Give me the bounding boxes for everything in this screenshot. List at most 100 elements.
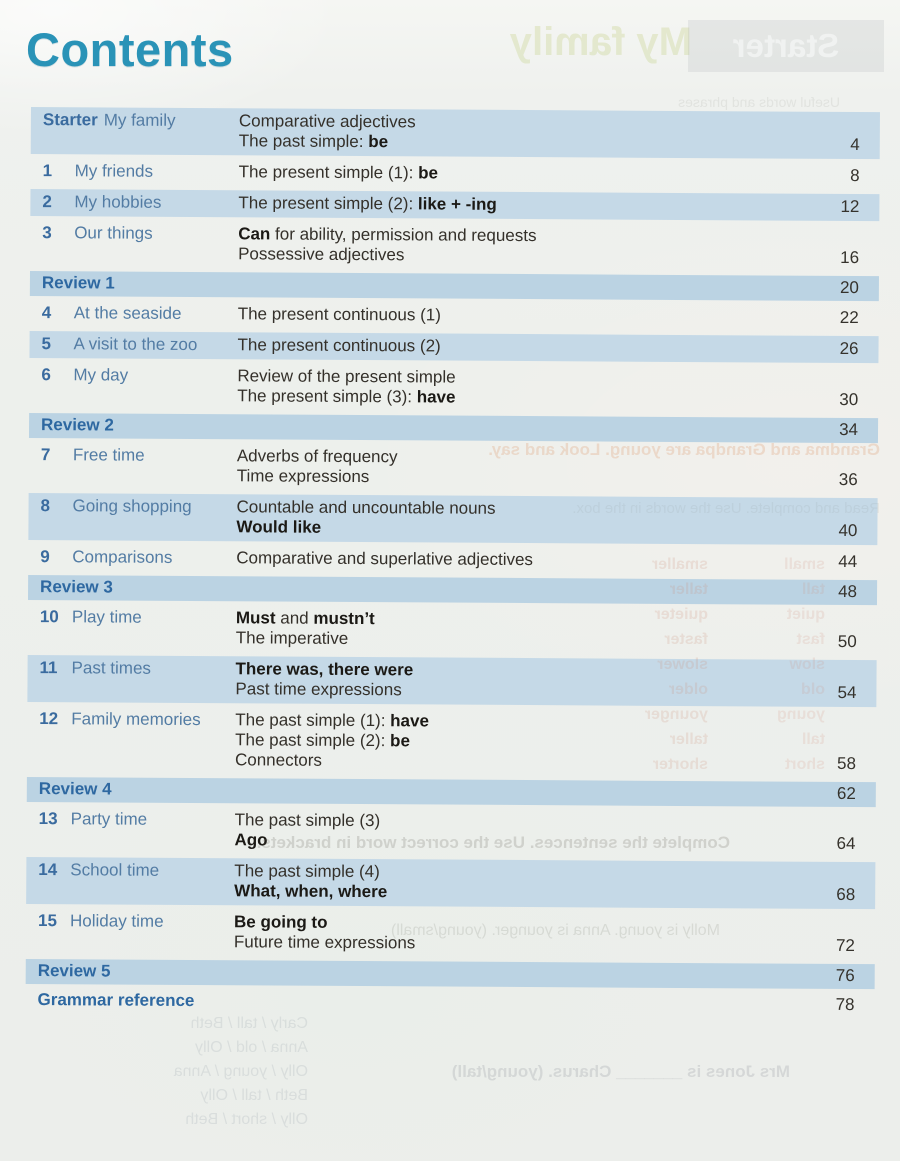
grammar-topics: Review of the present simple The present … (237, 366, 824, 410)
grammar-topic-line: The present continuous (1) (237, 304, 441, 325)
page-number: 62 (836, 783, 856, 804)
unit-number: 15 (37, 911, 58, 931)
page-number: 22 (839, 307, 859, 328)
unit-title: Going shopping (72, 496, 192, 516)
grammar-topic-line: Possessive adjectives (238, 244, 405, 265)
grammar-topics: Be going to Future time expressions (234, 912, 821, 956)
toc-review-row: Review 1 20 (29, 270, 879, 302)
unit-title: Comparisons (72, 547, 173, 567)
row-label: 1 My friends (43, 161, 239, 182)
toc-unit-row: Starter My family Comparative adjectives Th… (30, 107, 880, 160)
toc-review-row: Review 4 62 (26, 776, 876, 808)
grammar-topic-line: The present continuous (2) (237, 335, 441, 356)
grammar-topic-line: Would like (236, 517, 322, 537)
bleed-through-text: Useful words and phrases (678, 94, 840, 110)
grammar-topics: There was, there were Past time expressio… (235, 659, 822, 703)
row-label: Review 3 (40, 577, 236, 598)
unit-number: 3 (42, 223, 52, 243)
page-number: 64 (836, 833, 856, 854)
row-label: 13 Party time (39, 809, 235, 830)
grammar-topics: The present continuous (2) (237, 335, 824, 359)
grammar-topics: Adverbs of frequency Time expressions (237, 446, 824, 490)
grammar-topics: The present simple (2): like + -ing (238, 193, 825, 217)
row-label: 11 Past times (40, 658, 236, 679)
row-label: Review 5 (38, 961, 234, 982)
grammar-topics (235, 780, 822, 784)
row-label: Review 4 (39, 779, 235, 800)
row-label: 4 At the seaside (42, 303, 238, 324)
page-number: 68 (836, 884, 856, 905)
row-label: 14 School time (38, 860, 234, 881)
contents-table: Starter My family Comparative adjectives Th… (25, 107, 880, 1022)
grammar-topics: Must and mustn’t The imperative (236, 608, 823, 652)
page-number: 48 (838, 581, 858, 602)
unit-number: 14 (38, 860, 58, 880)
row-label: 5 A visit to the zoo (41, 334, 237, 355)
bleed-through-text: Starter (688, 20, 884, 72)
unit-title: A visit to the zoo (73, 334, 198, 355)
toc-unit-row: 10 Play time Must and mustn’t The imperativ… (28, 604, 877, 656)
unit-title: Free time (72, 445, 145, 465)
grammar-topics (237, 416, 824, 420)
unit-number: 6 (41, 365, 51, 385)
page-number: 54 (837, 682, 857, 703)
grammar-topic-line: The past simple (3) (234, 810, 381, 831)
toc-unit-row: 2 My hobbies The present simple (2): like … (30, 188, 880, 222)
toc-unit-row: 11 Past times There was, there were Past ti… (27, 654, 877, 708)
row-label: Starter My family (43, 110, 239, 131)
unit-title: My friends (74, 161, 154, 181)
grammar-topics: The present continuous (1) (238, 304, 825, 328)
unit-number: 1 (42, 161, 53, 181)
grammar-topic-line: The past simple (2): be (235, 730, 410, 751)
unit-number: 11 (39, 658, 58, 678)
grammar-topic-line: Countable and uncountable nouns (236, 497, 496, 518)
unit-number: 7 (40, 445, 51, 465)
page-number: 8 (850, 166, 860, 186)
row-label: Review 1 (42, 273, 238, 294)
unit-number: 9 (40, 547, 50, 567)
toc-reference-row: Grammar reference 78 (25, 988, 874, 1018)
grammar-topic-line: The past simple: be (238, 131, 389, 152)
grammar-topic-line: The present simple (3): have (237, 386, 456, 407)
unit-number: 10 (39, 607, 59, 627)
toc-review-row: Review 2 34 (28, 412, 879, 444)
toc-unit-row: 3 Our things Can for ability, permission a… (30, 220, 879, 272)
row-label: 3 Our things (42, 223, 238, 244)
unit-title: Our things (74, 223, 153, 243)
unit-title: Family memories (71, 709, 201, 730)
row-label: 15 Holiday time (38, 911, 234, 932)
unit-number: 5 (41, 334, 52, 354)
row-label: Grammar reference (37, 990, 233, 1011)
row-label: 12 Family memories (39, 709, 235, 730)
toc-unit-row: 7 Free time Adverbs of frequency Time expre… (29, 442, 878, 494)
unit-title: My hobbies (74, 192, 162, 212)
toc-unit-row: 8 Going shopping Countable and uncountable… (28, 492, 878, 546)
unit-title: School time (70, 860, 160, 880)
grammar-topic-line: The imperative (235, 628, 349, 648)
page-number: 4 (850, 135, 860, 155)
bleed-through-text: Carly / tall / Beth Anna / old / Olly Olly… (173, 1015, 308, 1128)
page-number: 26 (839, 338, 859, 359)
page-number: 36 (838, 469, 858, 490)
page-number: 34 (839, 419, 859, 440)
grammar-topic-line: Comparative and superlative adjectives (236, 548, 534, 570)
grammar-topic-line: The present simple (2): like + -ing (238, 193, 497, 214)
bleed-through-text: Mrs Jones is _______ Charus. (young/tall… (451, 1062, 790, 1081)
row-label: 9 Comparisons (40, 547, 236, 568)
row-label: 7 Free time (41, 445, 237, 466)
grammar-reference-label: Grammar reference (37, 990, 195, 1011)
unit-title: My day (73, 365, 129, 385)
page-number: 58 (837, 753, 857, 774)
toc-unit-row: 12 Family memories The past simple (1): ha… (27, 706, 876, 778)
toc-unit-row: 13 Party time The past simple (3) Ago 64 (26, 806, 875, 858)
unit-title: At the seaside (73, 303, 182, 323)
toc-unit-row: 14 School time The past simple (4) What, wh… (26, 856, 876, 910)
grammar-topics: Countable and uncountable nouns Would lik… (236, 497, 823, 541)
grammar-topics (238, 274, 825, 278)
unit-number: 13 (38, 809, 58, 829)
toc-unit-row: 4 At the seaside The present continuous (1… (30, 300, 879, 332)
unit-number: 4 (41, 303, 52, 323)
grammar-topic-line: The present simple (1): be (238, 162, 439, 183)
page-number: 76 (835, 965, 855, 986)
